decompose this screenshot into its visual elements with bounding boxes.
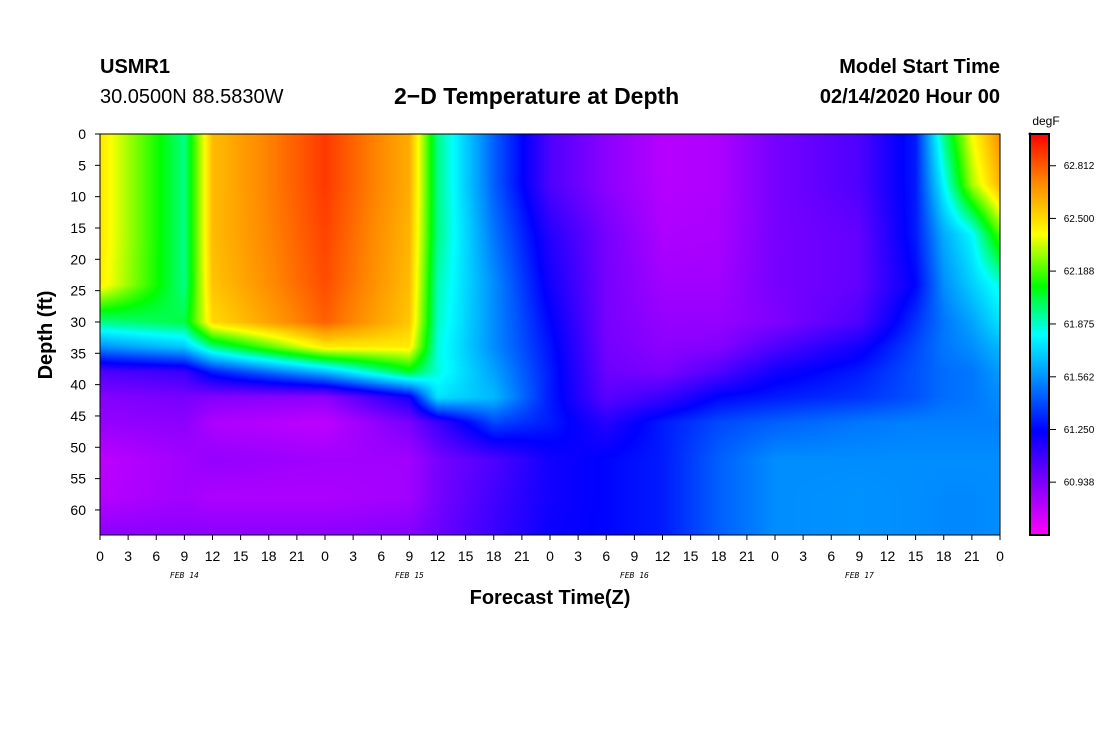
heatmap-area — [100, 134, 1000, 535]
date-label: FEB 17 — [845, 571, 874, 580]
x-tick-label: 0 — [96, 548, 104, 564]
date-label: FEB 15 — [395, 571, 424, 580]
y-tick-label: 0 — [78, 126, 86, 142]
x-tick-label: 3 — [799, 548, 807, 564]
x-axis: 0 3 6 9 12 15 18 21 0 3 6 9 12 15 18 21 0 3 6 9 12 15 18 21 0 3 6 9… — [96, 535, 1004, 564]
y-tick-label: 5 — [78, 157, 86, 173]
x-tick-label: 12 — [880, 548, 896, 564]
x-tick-label: 3 — [349, 548, 357, 564]
x-tick-label: 0 — [321, 548, 329, 564]
x-tick-label: 3 — [574, 548, 582, 564]
colorbar-label: 62.188 — [1064, 267, 1095, 278]
x-tick-label: 18 — [711, 548, 727, 564]
colorbar-label: 62.500 — [1064, 214, 1095, 225]
y-tick-label: 20 — [70, 251, 86, 267]
colorbar-label: 61.250 — [1064, 425, 1095, 436]
date-label: FEB 16 — [620, 571, 649, 580]
x-tick-label: 21 — [514, 548, 530, 564]
x-tick-label: 9 — [405, 548, 413, 564]
x-tick-label: 21 — [739, 548, 755, 564]
x-tick-label: 12 — [430, 548, 446, 564]
y-tick-label: 40 — [70, 377, 86, 393]
y-tick-label: 50 — [70, 439, 86, 455]
x-tick-label: 18 — [486, 548, 502, 564]
y-axis-title: Depth (ft) — [35, 291, 57, 380]
y-tick-label: 55 — [70, 471, 86, 487]
y-tick-label: 30 — [70, 314, 86, 330]
x-tick-label: 9 — [180, 548, 188, 564]
x-tick-label: 21 — [964, 548, 980, 564]
date-label: FEB 14 — [170, 571, 199, 580]
y-axis: 0 5 10 15 20 25 30 35 40 45 50 55 60 — [70, 126, 100, 518]
x-tick-label: 0 — [996, 548, 1004, 564]
colorbar-label: 62.812 — [1064, 161, 1095, 172]
x-tick-label: 9 — [630, 548, 638, 564]
station-id: USMR1 — [100, 56, 171, 78]
x-axis-title: Forecast Time(Z) — [470, 587, 631, 609]
x-tick-label: 15 — [683, 548, 699, 564]
model-start-value: 02/14/2020 Hour 00 — [819, 86, 1000, 108]
y-tick-label: 60 — [70, 502, 86, 518]
y-tick-label: 25 — [70, 283, 86, 299]
x-tick-label: 9 — [855, 548, 863, 564]
colorbar: degF 62.812 62.500 62.188 61.875 61.562 61.25… — [1028, 114, 1095, 536]
x-tick-label: 6 — [602, 548, 610, 564]
x-tick-label: 18 — [936, 548, 952, 564]
x-tick-label: 12 — [205, 548, 221, 564]
station-coordinates: 30.0500N 88.5830W — [100, 86, 284, 108]
date-labels: FEB 14 FEB 15 FEB 16 FEB 17 — [170, 571, 874, 580]
model-start-label: Model Start Time — [839, 56, 1000, 78]
y-tick-label: 35 — [70, 345, 86, 361]
x-tick-label: 0 — [771, 548, 779, 564]
x-tick-label: 15 — [233, 548, 249, 564]
y-tick-label: 10 — [70, 189, 86, 205]
colorbar-label: 61.562 — [1064, 372, 1095, 383]
x-tick-label: 18 — [261, 548, 277, 564]
colorbar-label: 60.938 — [1064, 478, 1095, 489]
x-tick-label: 21 — [289, 548, 305, 564]
y-tick-label: 15 — [70, 220, 86, 236]
x-tick-label: 15 — [458, 548, 474, 564]
x-tick-label: 3 — [124, 548, 132, 564]
colorbar-gradient — [1029, 133, 1050, 536]
x-tick-label: 12 — [655, 548, 671, 564]
y-tick-label: 45 — [70, 408, 86, 424]
x-tick-label: 15 — [908, 548, 924, 564]
chart-title: 2−D Temperature at Depth — [394, 83, 680, 109]
colorbar-marker — [1028, 132, 1032, 136]
x-tick-label: 6 — [377, 548, 385, 564]
colorbar-unit: degF — [1032, 114, 1059, 128]
x-tick-label: 0 — [546, 548, 554, 564]
x-tick-label: 6 — [152, 548, 160, 564]
colorbar-label: 61.875 — [1064, 319, 1095, 330]
x-tick-label: 6 — [827, 548, 835, 564]
